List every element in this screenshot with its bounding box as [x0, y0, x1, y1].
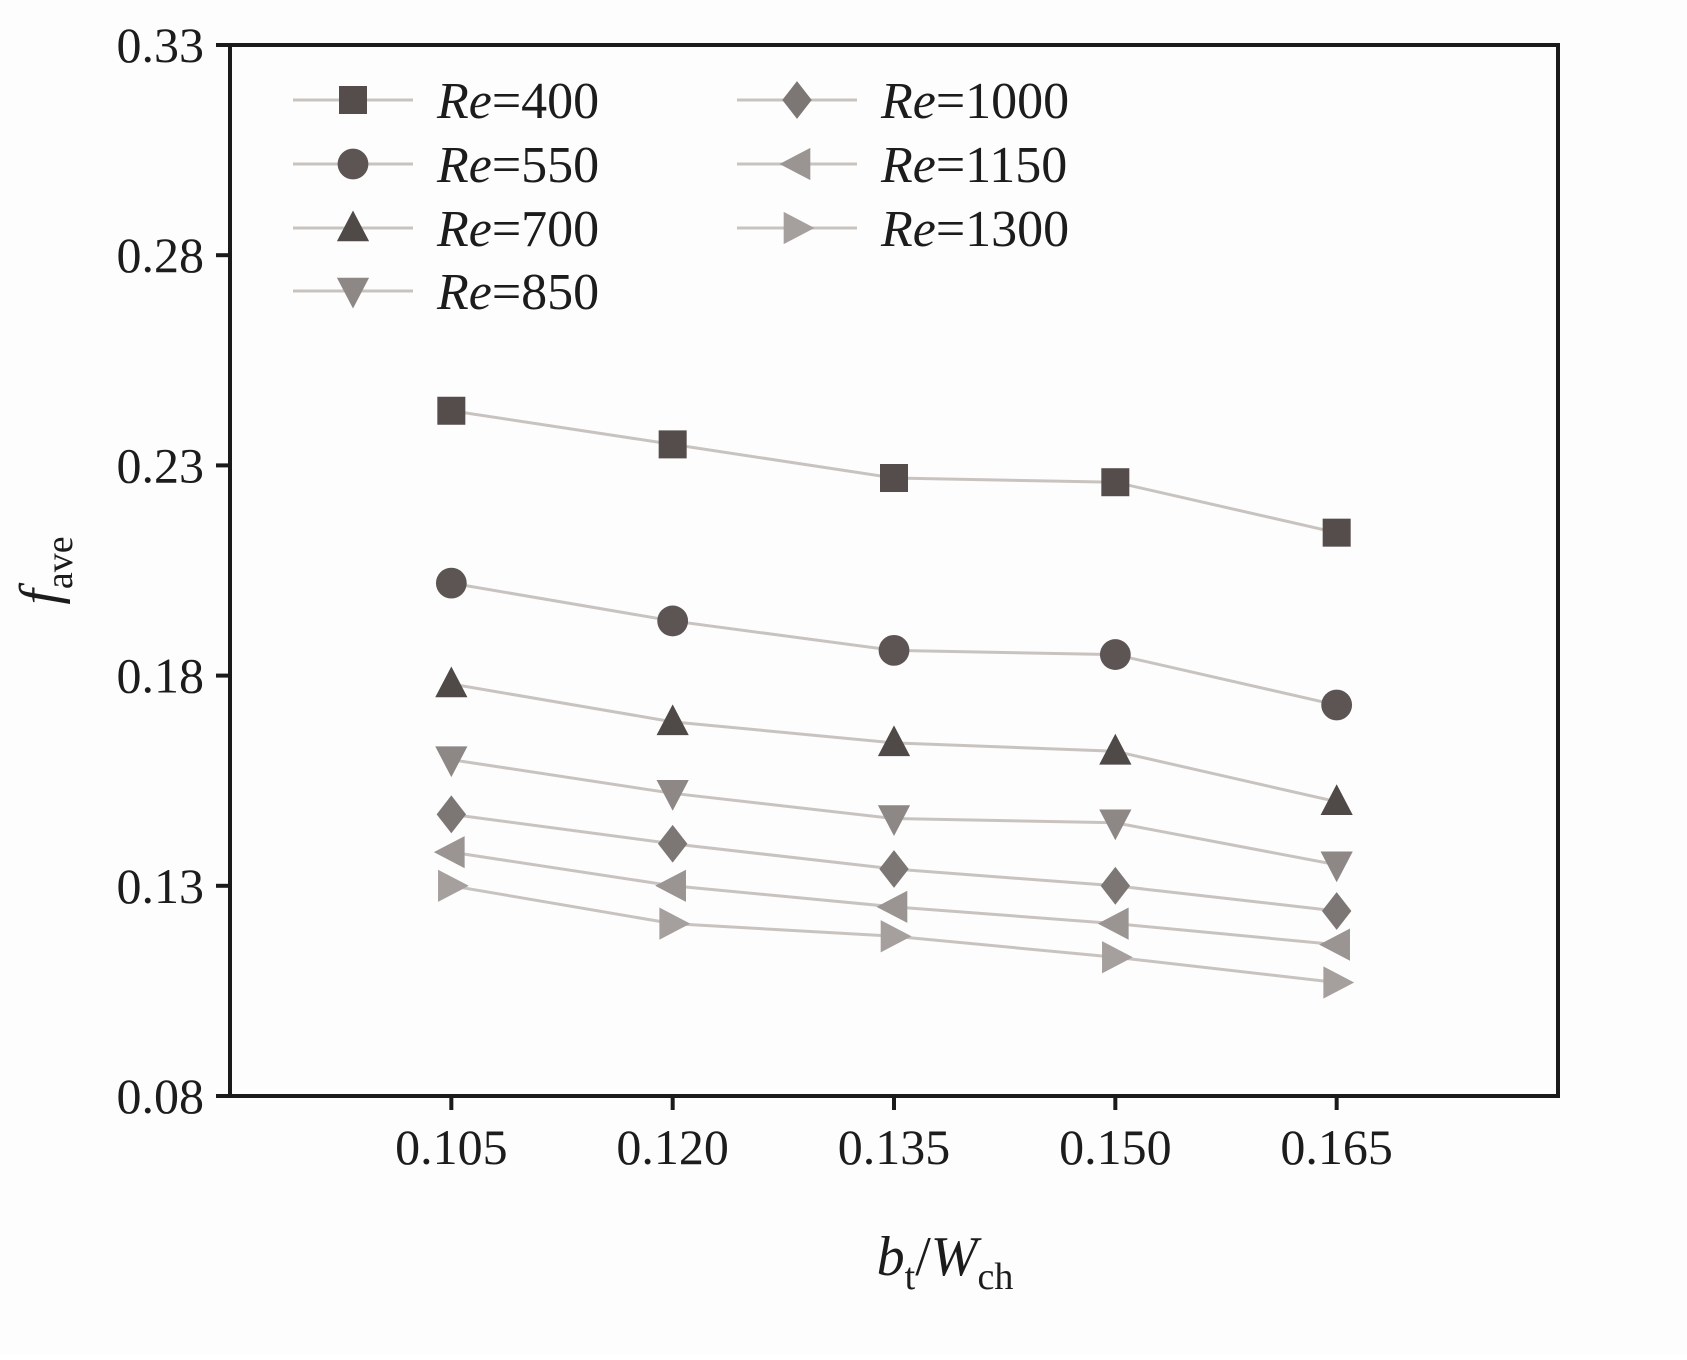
series-Re=400 [437, 396, 1351, 547]
triangle-down-marker [656, 780, 689, 811]
triangle-left-marker [779, 147, 811, 181]
y-tick-label: 0.28 [117, 227, 205, 283]
circle-marker [1099, 639, 1131, 670]
legend-label: Re=1150 [880, 137, 1067, 194]
triangle-down-marker [1320, 851, 1353, 883]
x-tick-label: 0.105 [395, 1119, 508, 1175]
triangle-down-marker [877, 805, 911, 837]
triangle-right-marker [438, 869, 469, 902]
legend-entry-Re=400: Re=400 [293, 73, 599, 130]
diamond-marker [879, 850, 909, 888]
x-tick-label: 0.135 [838, 1119, 951, 1175]
x-tick-label: 0.150 [1059, 1119, 1172, 1175]
triangle-right-marker [880, 920, 912, 953]
legend-label: Re=1000 [880, 73, 1069, 130]
legend-entry-Re=550: Re=550 [293, 137, 599, 194]
triangle-down-marker [1099, 809, 1132, 841]
square-marker [1322, 518, 1351, 547]
circle-marker [337, 148, 369, 180]
diamond-marker [657, 824, 688, 863]
series-Re=700 [435, 666, 1353, 816]
triangle-up-marker [435, 666, 468, 698]
series-Re=1000 [436, 795, 1352, 930]
x-tick-label: 0.165 [1280, 1119, 1393, 1175]
diamond-marker [436, 795, 467, 834]
square-marker [437, 396, 466, 425]
triangle-left-marker [876, 890, 908, 923]
square-marker [339, 86, 367, 114]
diamond-marker [1321, 892, 1352, 930]
circle-marker [1321, 689, 1353, 721]
triangle-right-marker [1323, 966, 1355, 999]
triangle-down-marker [336, 277, 370, 309]
legend-label: Re=400 [436, 73, 599, 130]
triangle-up-marker [656, 704, 689, 736]
legend-label: Re=700 [436, 201, 599, 258]
legend-label: Re=850 [436, 264, 599, 321]
y-tick-label: 0.08 [117, 1068, 205, 1124]
legend-label: Re=1300 [880, 201, 1069, 258]
square-marker [1101, 468, 1130, 497]
y-tick-label: 0.23 [117, 437, 205, 493]
x-axis-label: bt/Wch [877, 1226, 1014, 1298]
triangle-up-marker [336, 210, 370, 242]
x-tick-label: 0.120 [616, 1119, 729, 1175]
y-axis-label: fave [9, 536, 81, 604]
legend-entry-Re=700: Re=700 [293, 201, 599, 258]
diamond-marker [1100, 866, 1131, 905]
legend-entry-Re=1000: Re=1000 [737, 73, 1069, 130]
series-Re=850 [435, 746, 1353, 883]
triangle-left-marker [433, 836, 465, 869]
diamond-marker [782, 81, 812, 119]
circle-marker [435, 567, 467, 599]
triangle-up-marker [1099, 733, 1132, 765]
triangle-left-marker [1097, 907, 1129, 940]
series-Re=1150 [433, 836, 1350, 961]
series-Re=1300 [438, 869, 1355, 999]
y-tick-label: 0.33 [117, 17, 205, 73]
legend-entry-Re=1300: Re=1300 [737, 201, 1069, 258]
y-tick-label: 0.18 [117, 648, 205, 704]
triangle-left-marker [655, 869, 686, 902]
legend-label: Re=550 [436, 137, 599, 194]
y-tick-label: 0.13 [117, 858, 205, 914]
legend-entry-Re=1150: Re=1150 [737, 137, 1067, 194]
circle-marker [878, 634, 910, 666]
series-Re=550 [435, 567, 1353, 721]
square-marker [658, 430, 687, 459]
triangle-left-marker [1319, 928, 1350, 961]
triangle-up-marker [1320, 784, 1353, 816]
triangle-right-marker [659, 907, 691, 940]
triangle-right-marker [783, 211, 815, 245]
circle-marker [657, 605, 689, 637]
legend-entry-Re=850: Re=850 [293, 264, 599, 321]
triangle-up-marker [877, 725, 911, 757]
triangle-right-marker [1102, 941, 1133, 974]
triangle-down-marker [435, 746, 468, 778]
square-marker [880, 464, 908, 493]
